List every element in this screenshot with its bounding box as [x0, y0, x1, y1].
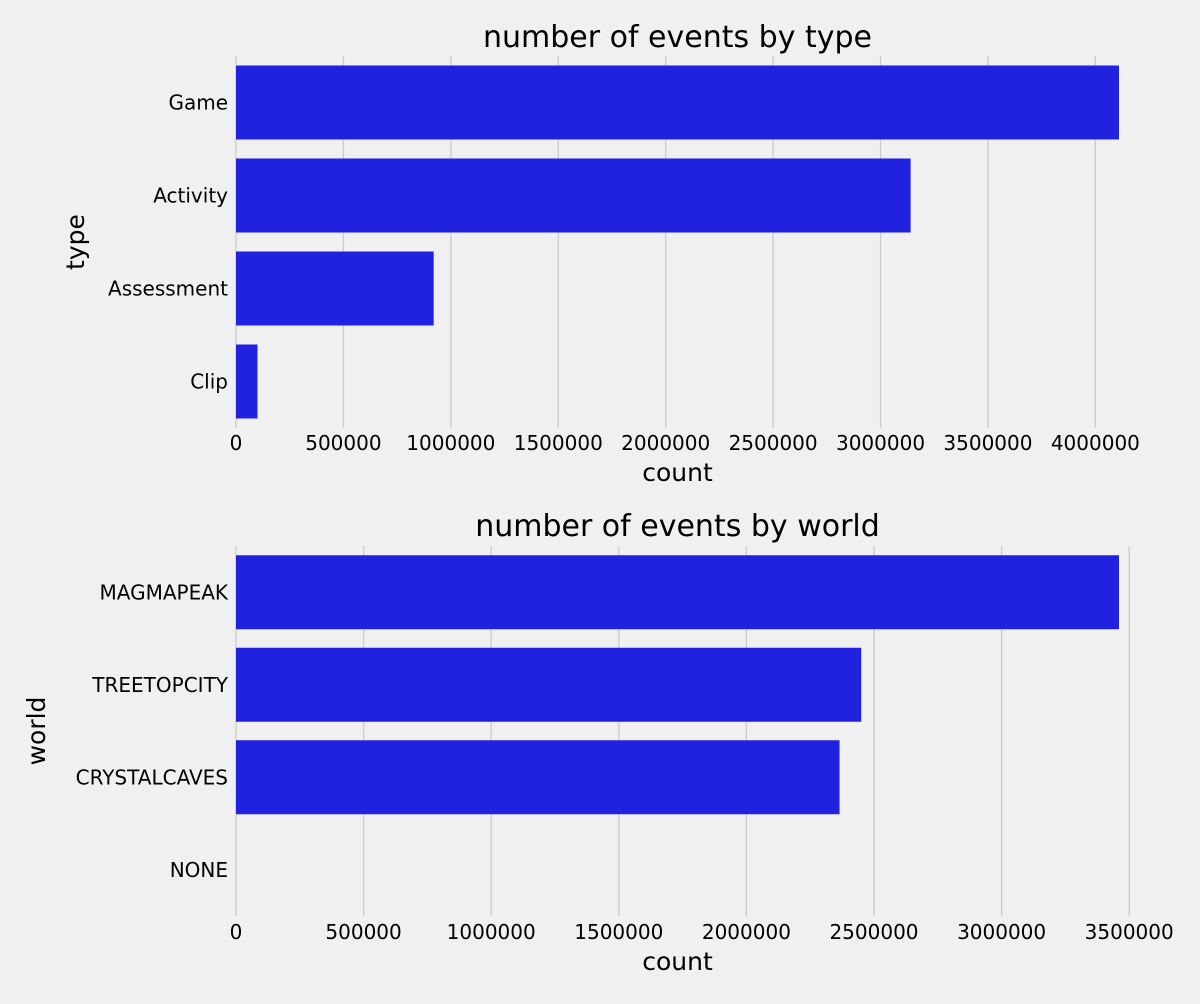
bar-assessment — [236, 251, 434, 326]
y-tick-label: NONE — [170, 858, 228, 882]
bar-game — [236, 65, 1119, 140]
y-tick-label: TREETOPCITY — [91, 673, 228, 697]
x-tick-label: 0 — [230, 920, 243, 944]
y-tick-label: Assessment — [108, 277, 228, 301]
x-tick-label: 1500000 — [574, 920, 663, 944]
bar-clip — [236, 344, 258, 419]
x-tick-label: 500000 — [305, 431, 381, 455]
bar-magmapeak — [236, 555, 1119, 630]
x-tick-label: 3000000 — [957, 920, 1046, 944]
chart-panel-1: 0 500000 1000000 1500000 2000000 2500000 30000… — [61, 20, 1140, 487]
y-tick-label: Game — [168, 91, 228, 115]
x-tick-label: 4000000 — [1051, 431, 1140, 455]
y-tick-label: MAGMAPEAK — [99, 580, 228, 604]
x-tick-label: 1000000 — [406, 431, 495, 455]
x-tick-label: 2000000 — [702, 920, 791, 944]
bar-activity — [236, 158, 911, 233]
y-axis-label: world — [22, 697, 51, 766]
x-tick-label: 0 — [230, 431, 243, 455]
x-tick-label: 3500000 — [1085, 920, 1174, 944]
x-tick-label: 500000 — [325, 920, 401, 944]
chart-title: number of events by type — [483, 20, 872, 55]
chart-panel-2: 0 500000 1000000 1500000 2000000 2500000 30000… — [22, 509, 1174, 976]
x-axis-label: count — [642, 458, 713, 487]
x-tick-label: 1000000 — [447, 920, 536, 944]
bar-crystalcaves — [236, 740, 840, 815]
y-tick-label: Clip — [190, 370, 228, 394]
x-tick-label: 2500000 — [829, 920, 918, 944]
y-tick-label: Activity — [153, 184, 228, 208]
x-axis-label: count — [642, 947, 713, 976]
x-tick-label: 1500000 — [514, 431, 603, 455]
bar-treetopcity — [236, 647, 862, 722]
x-tick-label: 2000000 — [621, 431, 710, 455]
y-axis-label: type — [61, 214, 90, 270]
x-tick-label: 3500000 — [943, 431, 1032, 455]
x-tick-label: 3000000 — [836, 431, 925, 455]
chart-title: number of events by world — [475, 509, 880, 544]
x-tick-label: 2500000 — [729, 431, 818, 455]
y-tick-label: CRYSTALCAVES — [76, 765, 228, 789]
